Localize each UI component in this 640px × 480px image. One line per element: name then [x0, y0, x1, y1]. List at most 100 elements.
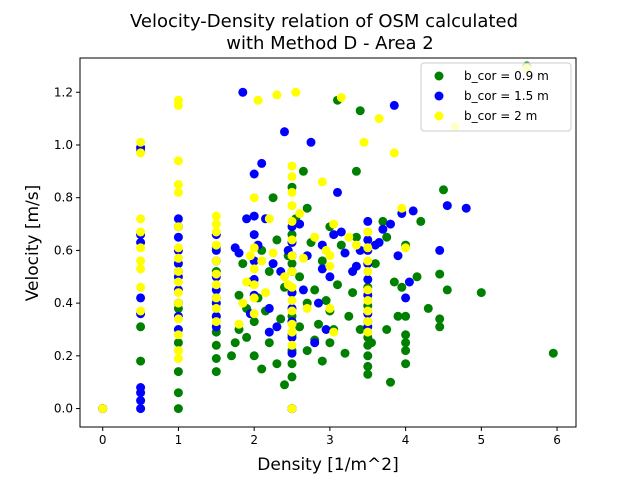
data-point-series1: [238, 87, 248, 97]
data-point-series2: [173, 180, 183, 189]
data-point-series0: [238, 259, 248, 269]
data-point-series0: [302, 203, 312, 213]
data-point-series0: [412, 272, 422, 282]
data-point-series2: [136, 282, 146, 292]
data-point-series2: [173, 187, 183, 197]
data-point-series2: [287, 306, 297, 316]
data-point-series0: [435, 322, 445, 332]
legend-marker: [434, 111, 444, 121]
data-point-series0: [272, 235, 282, 245]
y-tick-label: 0.0: [54, 402, 73, 416]
data-point-series0: [435, 314, 445, 324]
data-point-series2: [287, 251, 297, 261]
data-point-series2: [136, 148, 146, 158]
data-point-series2: [397, 203, 407, 213]
y-tick-label: 1.2: [54, 85, 73, 99]
legend-label: b_cor = 0.9 m: [464, 69, 549, 83]
data-point-series2: [136, 137, 146, 147]
data-point-series2: [287, 216, 297, 226]
data-point-series0: [268, 193, 278, 203]
data-point-series2: [280, 272, 289, 282]
data-point-series2: [173, 346, 183, 356]
legend-label: b_cor = 1.5 m: [464, 89, 549, 103]
data-point-series1: [234, 248, 244, 258]
data-point-series2: [287, 235, 297, 245]
data-point-series0: [401, 330, 411, 340]
data-point-series2: [363, 306, 373, 316]
data-point-series0: [249, 351, 259, 361]
data-point-series2: [325, 261, 335, 271]
data-point-series2: [136, 227, 146, 237]
data-point-series2: [249, 193, 259, 203]
data-point-series2: [287, 282, 297, 292]
data-point-series2: [173, 330, 183, 340]
y-axis-ticks: 0.0 0.2 0.4 0.6 0.8 1.0 1.2: [54, 85, 80, 416]
data-point-series1: [363, 235, 373, 245]
data-point-series2: [298, 253, 308, 263]
data-point-series0: [321, 296, 331, 305]
y-tick-label: 0.2: [54, 349, 73, 363]
data-point-series0: [401, 346, 411, 356]
data-point-series2: [173, 354, 183, 363]
data-point-series2: [211, 303, 221, 313]
data-point-series2: [211, 240, 221, 250]
data-point-series0: [264, 338, 274, 348]
data-point-series0: [442, 285, 452, 295]
data-point-series2: [344, 232, 354, 242]
data-point-series2: [173, 314, 183, 324]
data-point-series0: [378, 216, 388, 226]
data-point-series1: [287, 348, 297, 358]
data-point-series0: [272, 359, 282, 369]
data-point-series1: [136, 396, 146, 406]
data-point-series1: [136, 293, 146, 303]
data-point-series1: [374, 238, 384, 247]
data-point-series2: [363, 317, 373, 327]
y-tick-label: 0.4: [54, 296, 73, 310]
data-point-series2: [238, 298, 248, 308]
data-point-series1: [314, 298, 323, 308]
data-point-series2: [287, 172, 297, 182]
data-point-series2: [242, 277, 252, 287]
x-tick-label: 0: [99, 433, 107, 447]
data-point-series2: [173, 253, 183, 263]
x-tick-label: 4: [402, 433, 410, 447]
x-tick-label: 5: [478, 433, 486, 447]
data-point-series2: [329, 219, 339, 229]
data-point-series2: [173, 298, 183, 308]
data-point-series2: [211, 219, 221, 229]
data-point-series2: [234, 319, 244, 329]
data-point-series1: [249, 230, 259, 240]
data-point-series0: [348, 288, 358, 298]
data-point-series0: [401, 338, 411, 348]
data-point-series2: [211, 269, 221, 279]
data-point-series2: [173, 267, 183, 276]
data-point-series2: [363, 296, 373, 305]
data-point-series0: [276, 314, 286, 324]
data-point-series1: [378, 224, 388, 234]
data-point-series0: [298, 166, 308, 176]
data-point-series2: [287, 327, 297, 337]
data-point-series2: [268, 248, 278, 258]
data-point-series2: [136, 243, 146, 253]
data-point-series0: [211, 340, 221, 350]
data-point-series0: [287, 259, 297, 269]
data-point-series0: [401, 359, 411, 369]
data-point-series0: [295, 272, 305, 282]
data-point-series0: [211, 367, 221, 377]
data-point-series1: [242, 214, 252, 224]
data-point-series2: [261, 288, 270, 298]
data-point-series0: [211, 354, 221, 363]
legend-entries: b_cor = 0.9 m b_cor = 1.5 m b_cor = 2 m: [434, 69, 549, 123]
data-point-series2: [295, 209, 305, 218]
data-point-series1: [461, 203, 471, 213]
data-point-series2: [136, 256, 146, 266]
data-point-series2: [363, 243, 373, 253]
plot-frame: [79, 57, 577, 428]
data-point-series1: [389, 100, 399, 110]
data-point-series1: [442, 201, 452, 211]
x-tick-label: 2: [250, 433, 258, 447]
data-point-series2: [325, 303, 335, 313]
x-tick-label: 1: [175, 433, 183, 447]
data-point-series0: [344, 311, 354, 321]
